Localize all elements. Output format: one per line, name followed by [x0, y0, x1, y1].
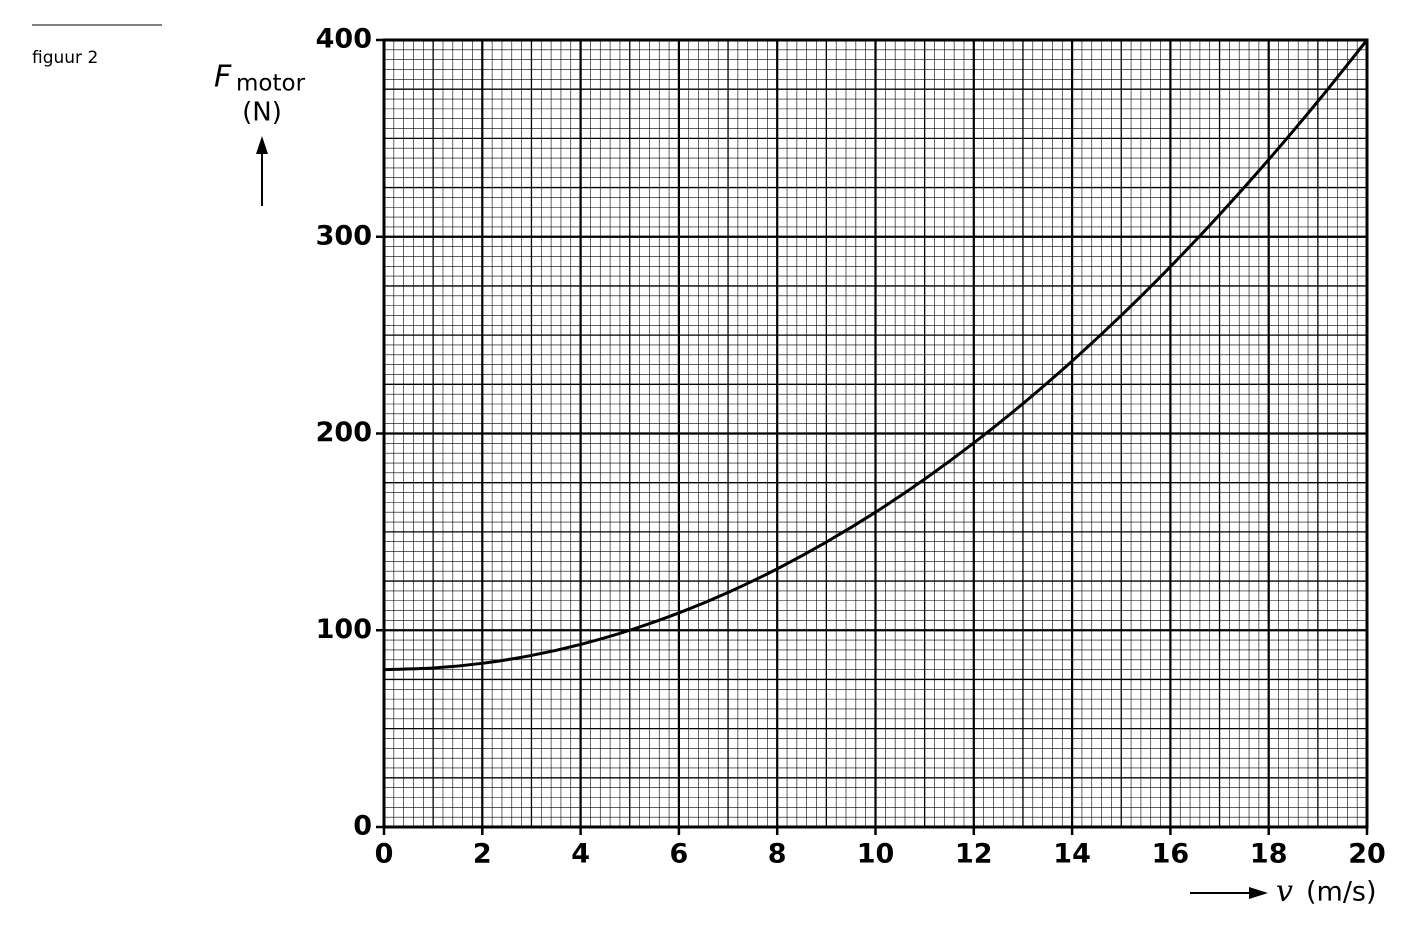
x-tick-label: 10	[857, 839, 895, 870]
x-tick-label: 2	[473, 839, 492, 870]
x-tick-label: 6	[670, 839, 689, 870]
x-arrow-head	[1249, 887, 1268, 899]
x-tick-label: 18	[1250, 839, 1288, 870]
y-tick-label: 300	[316, 220, 372, 251]
y-label-unit: (N)	[242, 98, 282, 128]
x-label-unit: (m/s)	[1306, 877, 1377, 908]
x-tick-label: 20	[1348, 839, 1386, 870]
y-tick-label: 400	[316, 24, 372, 55]
curve	[383, 39, 1369, 672]
y-label-symbol: F	[214, 60, 232, 95]
y-arrow-head	[256, 136, 268, 154]
figure-label: figuur 2	[32, 48, 98, 68]
y-label-subscript: motor	[236, 71, 306, 97]
y-tick-label: 100	[316, 614, 372, 645]
y-tick-label: 200	[316, 417, 372, 448]
x-tick-label: 12	[955, 839, 993, 870]
grid	[376, 38, 1369, 835]
x-tick-label: 4	[571, 839, 590, 870]
x-tick-label: 8	[768, 839, 787, 870]
y-tick-label: 0	[353, 811, 372, 842]
x-tick-label: 16	[1152, 839, 1190, 870]
x-label-symbol: v	[1276, 874, 1293, 909]
x-tick-label: 0	[375, 839, 394, 870]
x-tick-label: 14	[1053, 839, 1091, 870]
plot	[383, 39, 1369, 672]
plot-frame	[382, 38, 1369, 829]
